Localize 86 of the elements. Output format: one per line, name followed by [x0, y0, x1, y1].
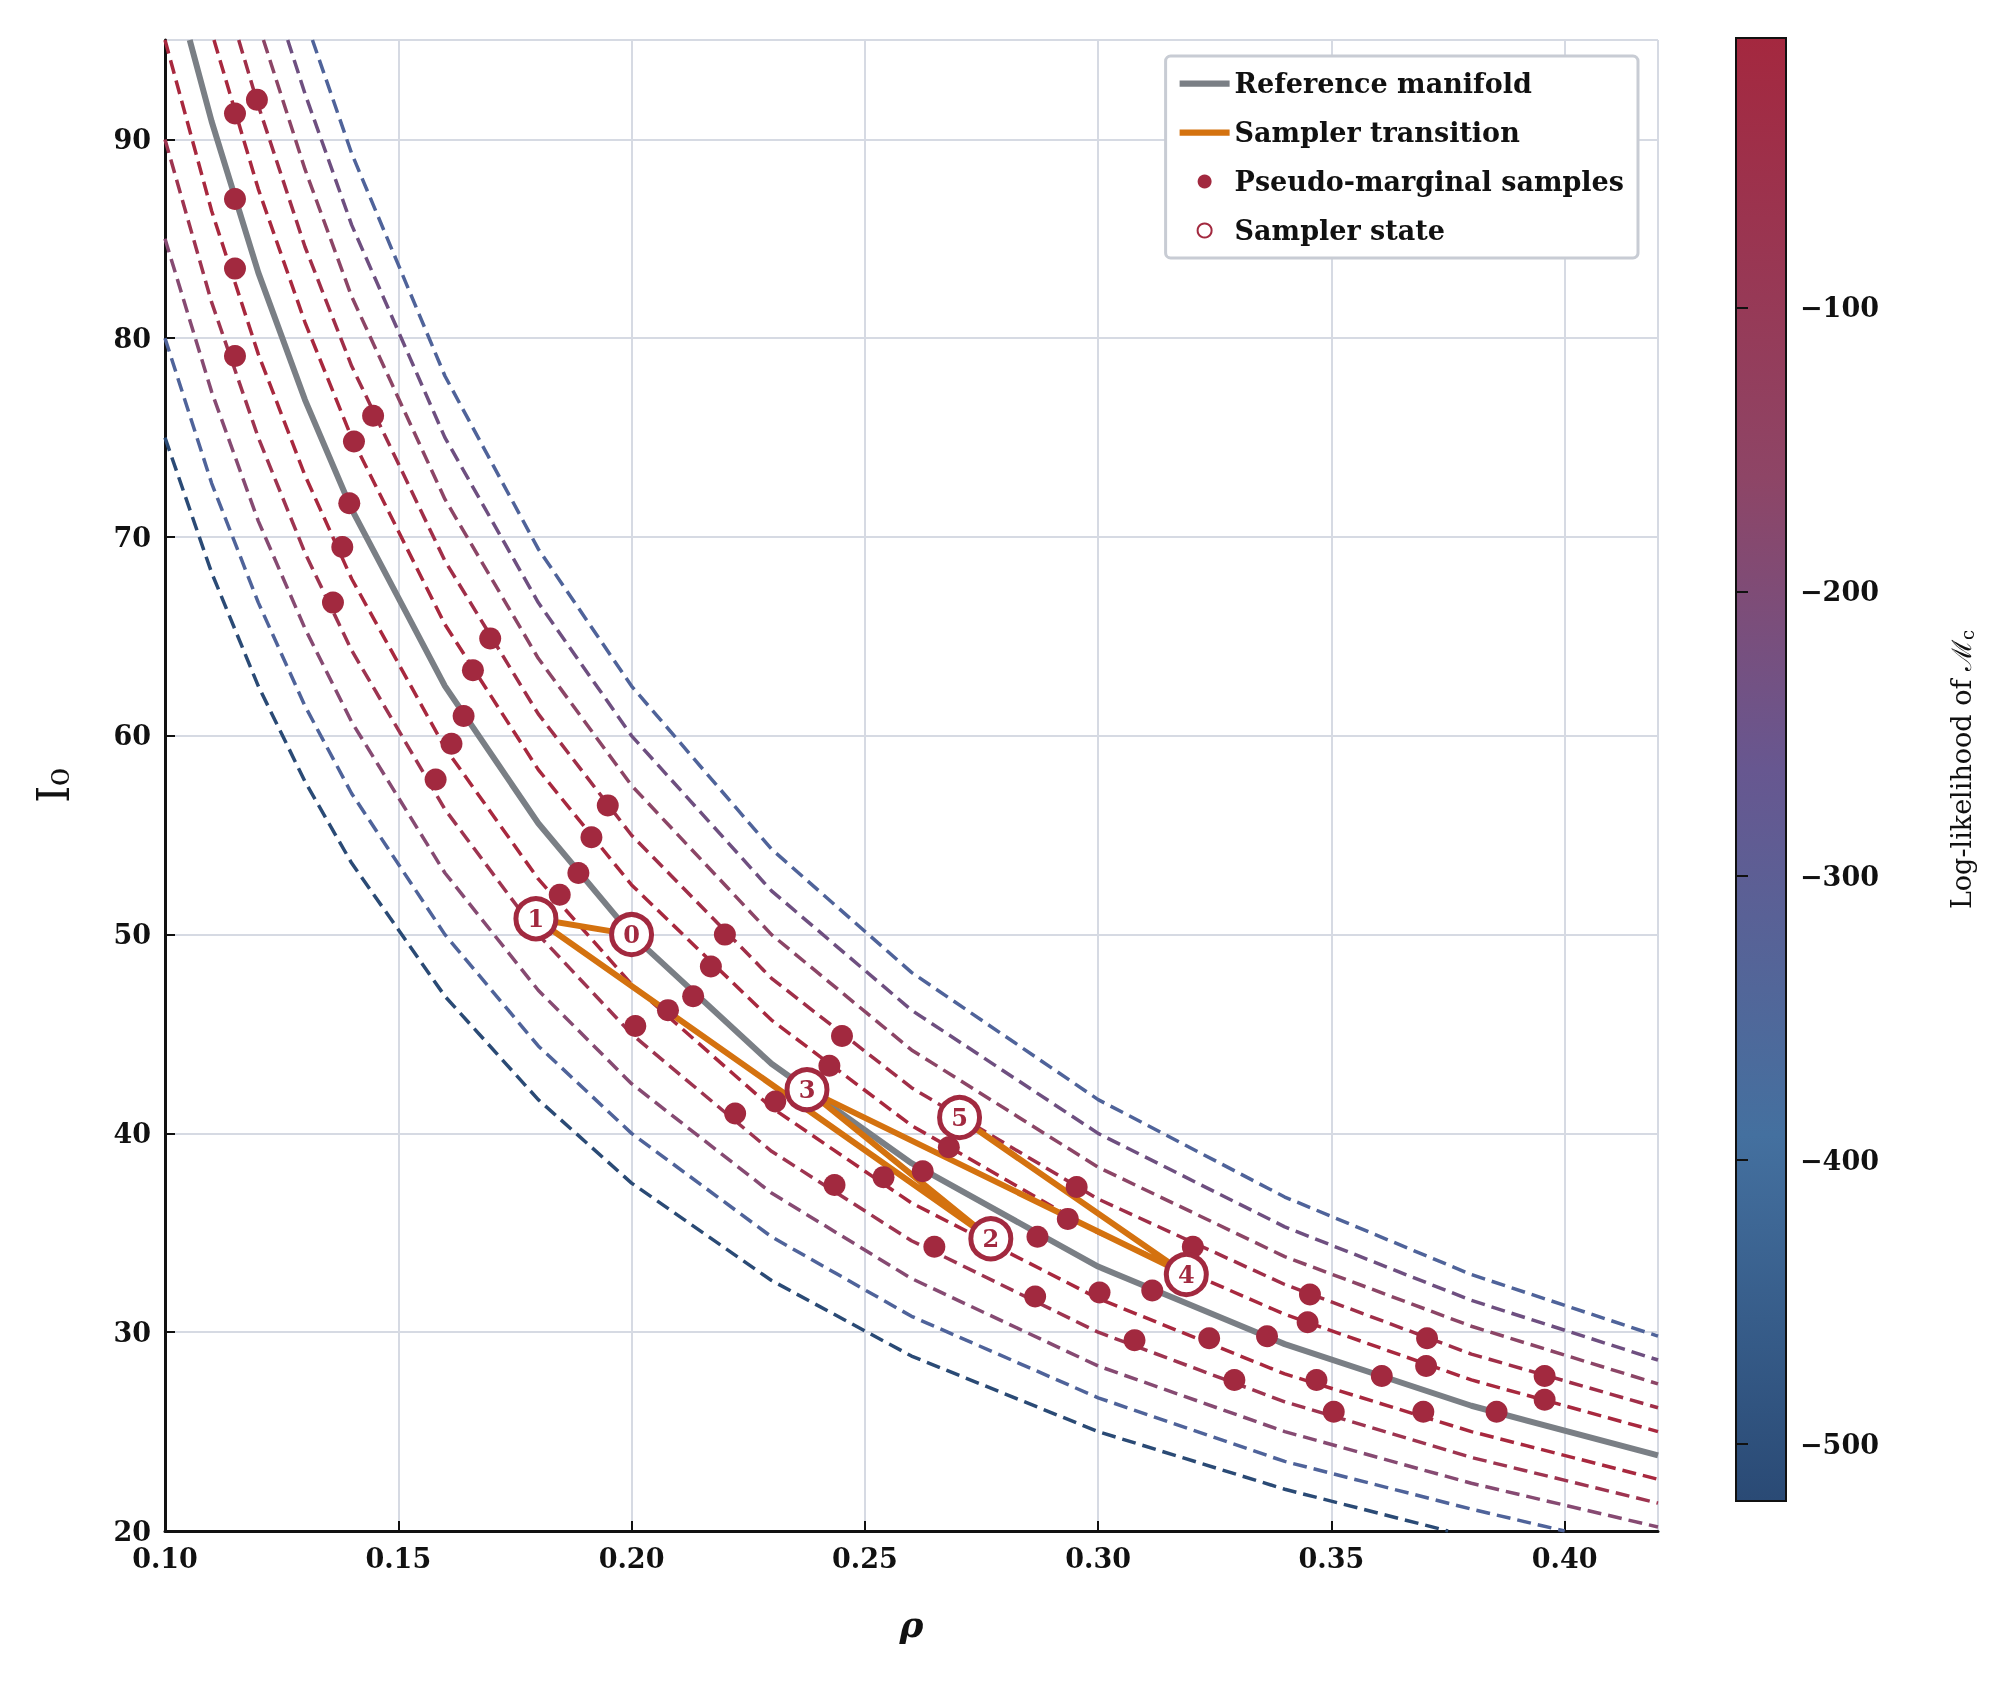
x-tick-label: 0.35	[1298, 1543, 1365, 1574]
x-tick-label: 0.40	[1531, 1543, 1598, 1574]
color-bar-label: −100	[1800, 292, 1879, 324]
point	[823, 1174, 846, 1197]
x-tick-label: 0.30	[1065, 1543, 1132, 1574]
annotation: 5	[951, 1103, 968, 1132]
point	[1256, 1325, 1279, 1348]
point	[923, 1235, 946, 1258]
point	[1123, 1329, 1146, 1352]
y-tick-label: 30	[113, 1316, 151, 1348]
point	[1415, 1355, 1438, 1377]
point	[656, 999, 679, 1022]
legend-label: Sampler transition	[1234, 117, 1521, 148]
color-bar-label: −200	[1800, 576, 1879, 608]
point	[624, 1015, 647, 1038]
y-axis-title: I₀	[27, 767, 79, 804]
x-tick-label: 0.25	[831, 1543, 898, 1574]
x-tick-label: 0.20	[598, 1543, 665, 1574]
point	[596, 794, 619, 817]
point	[245, 88, 268, 111]
legend-label: Pseudo-marginal samples	[1234, 166, 1624, 197]
point	[937, 1136, 960, 1159]
annotation: 1	[527, 904, 545, 934]
x-tick-label: 0.15	[365, 1543, 432, 1574]
y-tick-label: 80	[113, 322, 151, 354]
point	[831, 1024, 853, 1047]
annotation: 3	[798, 1075, 816, 1105]
point	[580, 826, 603, 849]
point	[1141, 1279, 1164, 1302]
point	[331, 535, 354, 558]
legend-label: Sampler state	[1234, 215, 1445, 246]
color-bar-label: −300	[1800, 860, 1879, 892]
y-tick-label: 40	[113, 1117, 151, 1149]
annotation: 2	[982, 1224, 1000, 1254]
point	[682, 985, 705, 1008]
y-tick-label: 50	[113, 919, 151, 951]
point	[224, 257, 246, 280]
point	[1065, 1176, 1088, 1199]
point	[1296, 1311, 1319, 1334]
line-series	[163, 435, 1450, 1533]
point	[321, 591, 344, 614]
y-tick-label: 70	[113, 521, 151, 553]
point	[872, 1166, 895, 1189]
point	[461, 659, 484, 682]
point	[224, 188, 246, 211]
point	[818, 1054, 841, 1077]
point	[1533, 1388, 1556, 1411]
point	[342, 430, 365, 453]
point	[452, 704, 475, 727]
point	[479, 627, 502, 650]
point	[1056, 1207, 1079, 1230]
point	[362, 404, 385, 427]
y-tick-label: 60	[113, 720, 151, 752]
legend-label: Reference manifold	[1234, 68, 1532, 99]
color-bar-label: −500	[1800, 1428, 1879, 1460]
point	[764, 1090, 787, 1113]
point	[1026, 1225, 1049, 1248]
point	[1485, 1400, 1508, 1423]
point	[567, 861, 590, 884]
point	[224, 102, 246, 125]
point	[724, 1102, 747, 1125]
point	[1412, 1400, 1435, 1423]
point	[224, 345, 246, 368]
color-bar-title: Log-likelihood of ℳc	[1945, 629, 1978, 910]
point	[1322, 1400, 1345, 1423]
point	[338, 492, 361, 515]
point	[1416, 1327, 1439, 1350]
color-bar-label: −400	[1800, 1144, 1879, 1176]
point	[699, 955, 722, 978]
point	[1305, 1368, 1328, 1391]
y-tick-label: 90	[113, 123, 151, 155]
point	[548, 883, 571, 906]
point	[1370, 1364, 1393, 1387]
point	[1088, 1281, 1111, 1304]
point	[713, 923, 736, 946]
point	[1533, 1364, 1556, 1387]
x-axis-title: ρ	[898, 1603, 925, 1645]
point	[1024, 1285, 1047, 1308]
point	[1198, 1327, 1221, 1350]
point	[1298, 1283, 1321, 1306]
point	[1223, 1368, 1246, 1391]
annotation: 4	[1177, 1260, 1195, 1290]
annotation: 0	[623, 920, 640, 950]
point	[424, 768, 447, 791]
point	[911, 1160, 934, 1183]
point	[440, 732, 463, 755]
